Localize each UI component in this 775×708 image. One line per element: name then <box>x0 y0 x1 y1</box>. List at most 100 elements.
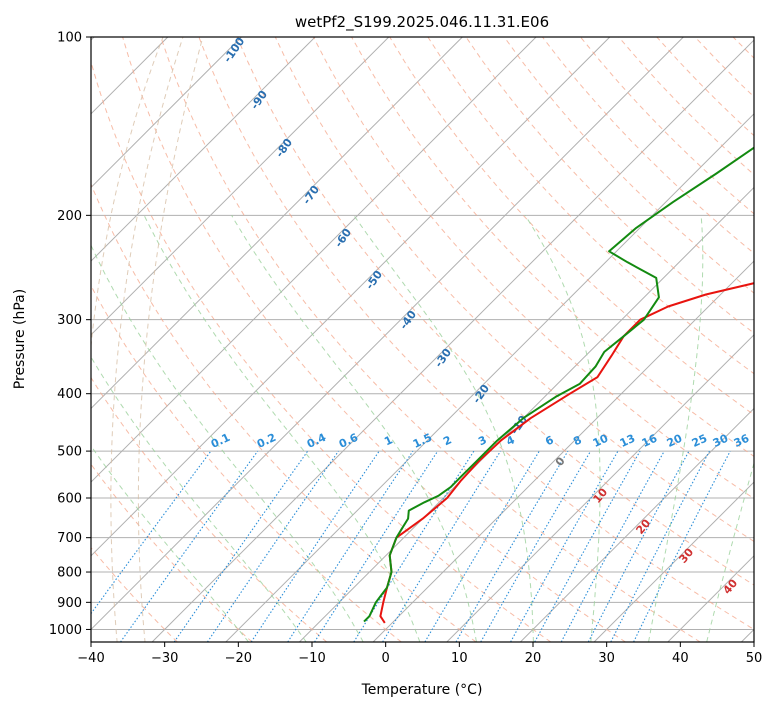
temperature-line <box>379 282 754 624</box>
mixing-ratio-line <box>250 450 380 642</box>
mixing-ratio-line <box>534 450 641 642</box>
mixing-ratio-line <box>560 450 665 642</box>
dry-adiabat-line <box>312 37 754 500</box>
dry-adiabat-line <box>694 37 754 98</box>
x-tick-label: 20 <box>525 651 542 666</box>
mixing-ratio-label: 8 <box>571 433 583 448</box>
dry-adiabat-label: -60 <box>332 226 354 250</box>
plot-frame <box>90 36 755 643</box>
mixing-ratio-line <box>91 450 212 615</box>
decorative-arc-line <box>110 37 184 642</box>
isotherm-line <box>151 39 754 642</box>
isotherm-line <box>91 37 390 336</box>
y-axis: 100 200 300 400 500 600 700 800 900 1000 <box>49 31 91 638</box>
isotherm-line <box>741 628 754 642</box>
moist-adiabat-line <box>648 215 704 642</box>
mixing-ratio-label: 0.6 <box>337 431 360 451</box>
dry-adiabat-label: -90 <box>248 88 270 112</box>
mixing-ratio-line <box>353 450 475 642</box>
y-tick-label: 100 <box>57 31 82 46</box>
moist-adiabat-line <box>231 215 477 642</box>
plot-background-lines <box>91 37 775 642</box>
dry-adiabat-label: -50 <box>363 268 385 292</box>
dry-adiabat-line <box>771 37 775 642</box>
isotherm-line <box>372 260 754 642</box>
moist-adiabat-label: 10 <box>590 485 610 505</box>
y-tick-label: 200 <box>57 209 82 224</box>
dry-adiabat-label: -80 <box>273 136 295 160</box>
x-tick-label: −10 <box>298 651 325 666</box>
dewpoint-line <box>363 146 754 623</box>
moist-adiabat-line <box>353 215 534 642</box>
x-tick-label: 30 <box>598 651 615 666</box>
x-tick-label: −20 <box>225 651 252 666</box>
mixing-ratio-line <box>510 450 619 642</box>
y-tick-label: 1000 <box>49 623 82 638</box>
moist-adiabat-line <box>706 461 754 642</box>
mixing-ratio-line <box>206 450 339 642</box>
mixing-ratio-line <box>587 450 690 642</box>
mixing-ratio-label: 16 <box>640 432 660 450</box>
decorative-arc-line <box>137 37 204 642</box>
dry-adiabat-label: -40 <box>397 308 419 332</box>
y-tick-label: 500 <box>57 445 82 460</box>
mixing-ratio-label: 0.2 <box>255 431 278 451</box>
moist-adiabat-label: 30 <box>676 545 696 565</box>
x-tick-label: 0 <box>382 651 390 666</box>
dry-adiabat-line <box>351 37 754 458</box>
y-tick-label: 900 <box>57 596 82 611</box>
dry-adiabat-line <box>160 37 701 642</box>
mixing-ratio-line <box>633 450 731 642</box>
x-axis: −40 −30 −20 −10 0 10 20 30 40 50 <box>77 642 762 666</box>
dry-adiabat-line <box>389 37 754 416</box>
dry-adiabat-line <box>91 376 328 642</box>
chart-title: wetPf2_S199.2025.046.11.31.E06 <box>295 13 549 32</box>
moist-adiabat-label: 40 <box>720 576 740 596</box>
isotherm-line <box>225 113 754 642</box>
dry-adiabat-line <box>91 60 552 642</box>
dry-adiabat-line <box>91 546 178 642</box>
mixing-ratio-line <box>173 450 309 642</box>
dry-adiabat-line <box>91 463 253 642</box>
dry-adiabat-line <box>618 37 754 176</box>
moist-adiabat-line <box>524 215 601 642</box>
y-tick-label: 800 <box>57 566 82 581</box>
mixing-ratio-line <box>424 450 540 642</box>
mixing-ratio-line <box>314 450 439 642</box>
mixing-ratio-label: 36 <box>732 432 752 450</box>
mixing-ratio-label: 2 <box>441 433 453 448</box>
y-tick-label: 400 <box>57 387 82 402</box>
moist-adiabat-label: 20 <box>633 516 653 536</box>
isotherm-line <box>91 37 463 410</box>
mixing-ratio-line <box>382 450 501 642</box>
mixing-ratio-line <box>120 450 259 642</box>
x-axis-label: Temperature (°C) <box>361 682 483 698</box>
x-tick-label: −40 <box>77 651 104 666</box>
dry-adiabat-line <box>122 37 626 642</box>
x-tick-label: 50 <box>746 651 763 666</box>
dry-adiabat-line <box>656 37 754 137</box>
x-tick-label: 10 <box>451 651 468 666</box>
mixing-ratio-label: 20 <box>665 432 685 450</box>
dry-adiabat-label: -70 <box>300 183 322 207</box>
x-tick-label: −30 <box>151 651 178 666</box>
mixing-ratio-label: 30 <box>711 432 731 450</box>
moist-adiabat-line <box>91 356 307 642</box>
y-tick-label: 300 <box>57 313 82 328</box>
mixing-ratio-label: 6 <box>543 433 556 448</box>
mixing-ratio-label: 25 <box>690 432 709 450</box>
isotherm-line <box>91 37 611 557</box>
dry-adiabat-line <box>91 284 402 642</box>
dry-adiabat-line <box>236 37 754 586</box>
moist-adiabat-line <box>91 244 364 642</box>
isotherm-line <box>91 37 537 483</box>
mixing-ratio-line <box>287 450 414 642</box>
y-tick-label: 600 <box>57 492 82 507</box>
mixing-ratio-line <box>610 450 710 642</box>
dry-adiabat-line <box>274 37 754 543</box>
moist-adiabat-line <box>91 445 249 642</box>
mixing-ratio-label: 1.5 <box>411 431 434 451</box>
mixing-ratio-label: 0.4 <box>305 431 328 451</box>
plot-annotations: -100-90-80-70-60-50-40-30-20-100.1 0.2 0.4… <box>209 37 752 597</box>
